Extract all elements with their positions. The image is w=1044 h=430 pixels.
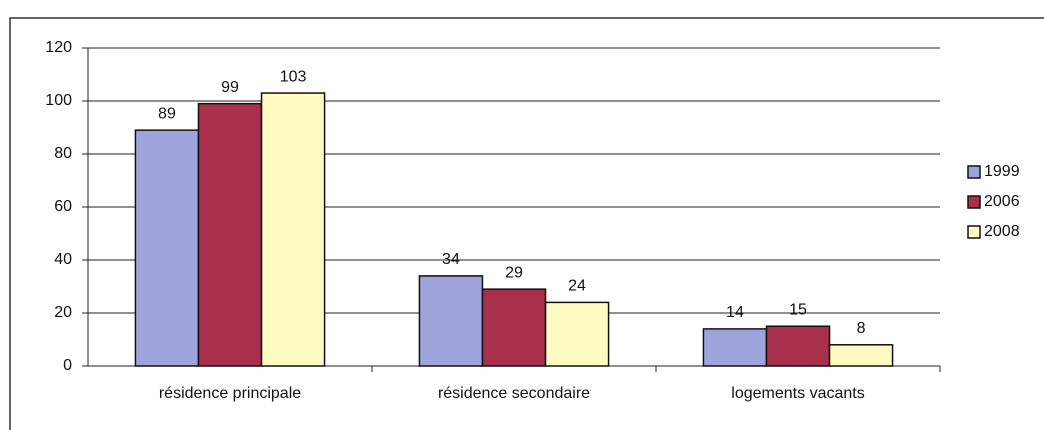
y-tick-label: 80	[54, 145, 72, 162]
legend-label: 2006	[984, 193, 1020, 210]
y-tick-label: 20	[54, 304, 72, 321]
bar	[544, 301, 610, 367]
y-tick-label: 0	[63, 357, 72, 374]
bar	[260, 92, 326, 367]
y-tick-label: 100	[45, 92, 72, 109]
data-label: 14	[726, 304, 744, 321]
y-tick-label: 40	[54, 251, 72, 268]
bar	[765, 325, 831, 367]
data-label: 29	[505, 264, 523, 281]
chart-frame	[9, 17, 1044, 430]
x-tick-label: résidence secondaire	[438, 385, 590, 402]
data-label: 15	[789, 301, 807, 318]
bar	[197, 102, 263, 367]
legend-label: 1999	[984, 163, 1020, 180]
data-label: 8	[857, 320, 866, 337]
x-tick-label: logements vacants	[731, 385, 864, 402]
legend-swatch	[967, 195, 981, 209]
data-label: 103	[280, 68, 307, 85]
data-label: 89	[158, 105, 176, 122]
bar	[702, 328, 768, 367]
data-label: 99	[221, 79, 239, 96]
bar	[134, 129, 200, 367]
data-label: 24	[568, 278, 586, 295]
legend-label: 2008	[984, 223, 1020, 240]
bar	[828, 344, 894, 367]
legend-swatch	[967, 165, 981, 179]
legend-swatch	[967, 225, 981, 239]
data-label: 34	[442, 251, 460, 268]
y-tick-label: 120	[45, 39, 72, 56]
bar	[418, 275, 484, 367]
x-tick-label: résidence principale	[159, 385, 301, 402]
y-tick-label: 60	[54, 198, 72, 215]
bar	[481, 288, 547, 367]
